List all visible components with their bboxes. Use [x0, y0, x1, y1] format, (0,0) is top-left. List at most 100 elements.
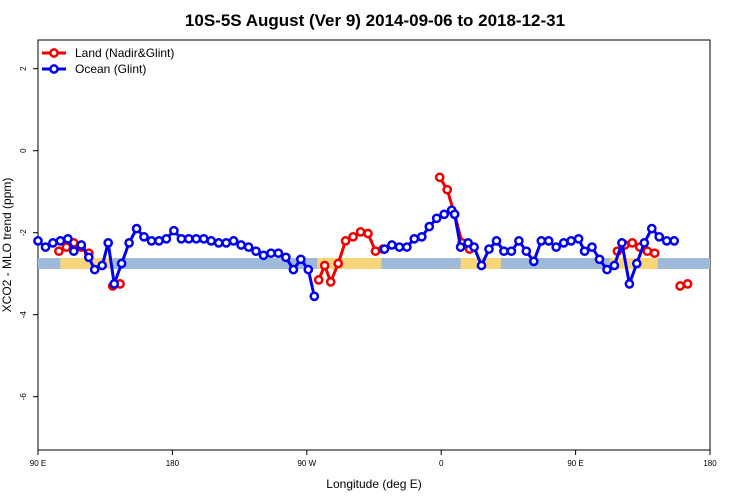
data-point	[594, 254, 605, 265]
data-point	[566, 236, 576, 246]
data-point	[558, 238, 569, 248]
data-point	[536, 236, 547, 246]
data-point	[169, 225, 179, 236]
x-tick-label: 90 E	[30, 459, 46, 468]
data-point	[319, 260, 330, 271]
data-point	[340, 236, 351, 246]
data-point	[669, 236, 680, 246]
data-point	[236, 240, 246, 250]
data-point	[273, 248, 284, 259]
data-point	[161, 233, 172, 244]
legend-label: Ocean (Glint)	[75, 62, 146, 76]
data-point	[439, 209, 450, 220]
data-point	[251, 246, 261, 257]
chart-title: 10S-5S August (Ver 9) 2014-09-06 to 2018…	[185, 11, 565, 30]
data-point	[521, 246, 532, 257]
data-point	[587, 242, 597, 252]
data-point	[333, 258, 344, 269]
data-point	[431, 213, 442, 224]
data-point	[455, 242, 466, 252]
data-point	[506, 246, 517, 257]
data-point	[484, 244, 494, 254]
data-point	[649, 248, 660, 259]
data-point	[514, 236, 524, 246]
data-point	[124, 238, 134, 248]
series-ocean	[33, 205, 680, 302]
data-point	[387, 240, 397, 250]
data-point	[617, 238, 627, 248]
data-point	[154, 236, 164, 246]
data-point	[394, 242, 405, 252]
data-point	[116, 258, 127, 269]
x-tick-label: 180	[703, 459, 717, 468]
data-point	[89, 264, 100, 275]
data-point	[348, 231, 358, 242]
data-point	[661, 236, 672, 246]
data-point	[191, 233, 202, 244]
data-point	[491, 236, 502, 246]
data-point	[551, 242, 562, 252]
data-point	[68, 246, 79, 257]
data-point	[48, 238, 58, 248]
series-layer	[33, 172, 693, 302]
legend-marker	[49, 48, 59, 58]
data-point	[543, 236, 554, 246]
data-point	[63, 233, 73, 244]
data-point	[602, 264, 612, 275]
data-point	[139, 231, 149, 242]
y-tick-label: 0	[19, 148, 28, 153]
data-point	[131, 223, 142, 234]
data-point	[176, 233, 187, 244]
x-tick-label: 90 E	[567, 459, 583, 468]
data-point	[97, 260, 108, 271]
data-point	[146, 236, 157, 246]
data-point	[609, 260, 620, 271]
data-point	[409, 233, 420, 244]
data-point	[402, 242, 412, 252]
y-tick-label: -4	[19, 311, 28, 319]
legend-label: Land (Nadir&Glint)	[75, 46, 174, 60]
data-point	[639, 238, 650, 248]
data-point	[55, 236, 66, 246]
data-point	[61, 242, 72, 252]
data-point	[379, 244, 390, 254]
data-point	[40, 242, 51, 252]
data-point	[528, 256, 539, 267]
data-point	[221, 238, 232, 248]
x-axis-label: Longitude (deg E)	[326, 477, 421, 491]
data-point	[266, 248, 276, 259]
data-point	[309, 291, 320, 302]
x-tick-label: 90 W	[297, 459, 316, 468]
legend: Land (Nadir&Glint) Ocean (Glint)	[42, 46, 174, 76]
data-point	[355, 227, 366, 237]
legend-marker	[49, 64, 59, 74]
data-point	[109, 279, 120, 289]
data-point	[624, 279, 635, 289]
data-point	[313, 275, 324, 285]
data-point	[243, 242, 254, 252]
x-tick-label: 180	[166, 459, 180, 468]
data-point	[424, 221, 435, 232]
x-axis: 90 E 180 90 W 0 90 E 180	[30, 450, 717, 468]
data-point	[675, 281, 685, 291]
y-axis: 2 0 -2 -4 -6	[19, 66, 38, 400]
y-axis-label: XCO2 - MLO trend (ppm)	[0, 178, 14, 313]
data-point	[288, 264, 299, 275]
data-point	[295, 254, 306, 265]
data-point	[469, 242, 479, 252]
data-point	[281, 252, 291, 263]
data-point	[627, 238, 638, 248]
data-point	[206, 236, 217, 246]
data-point	[682, 279, 693, 289]
data-point	[363, 228, 373, 239]
data-point	[183, 233, 194, 244]
data-point	[416, 231, 427, 242]
data-point	[213, 238, 224, 248]
data-point	[33, 236, 43, 246]
y-tick-label: -6	[19, 393, 28, 401]
data-point	[646, 223, 657, 234]
data-point	[325, 277, 336, 287]
data-point	[434, 172, 445, 183]
y-tick-label: -2	[19, 229, 28, 237]
data-point	[442, 184, 453, 195]
